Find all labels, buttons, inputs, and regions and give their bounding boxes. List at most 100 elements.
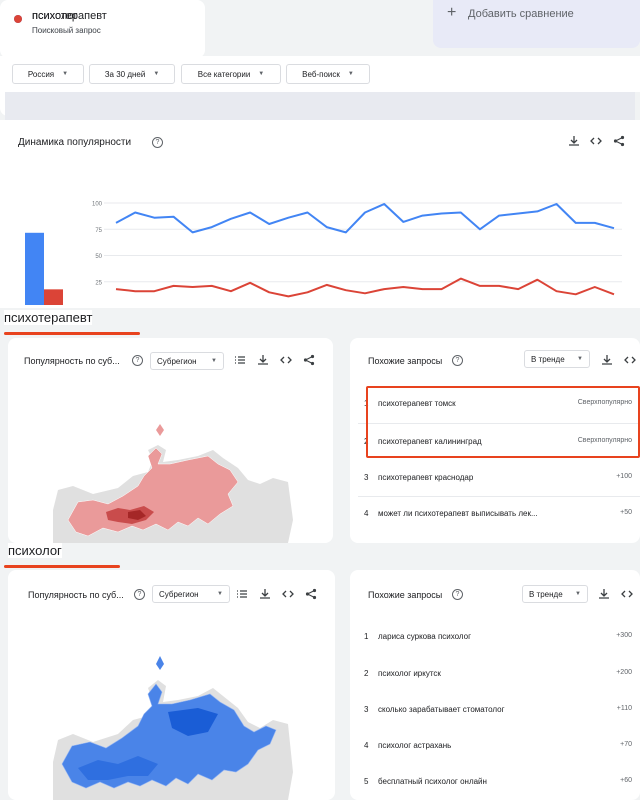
row-value: +60 [620, 777, 632, 784]
trend-select-label: В тренде [531, 354, 565, 364]
row-value: +110 [616, 705, 632, 712]
row-value: +70 [620, 741, 632, 748]
download-icon[interactable] [259, 588, 271, 603]
section-underline [4, 332, 140, 335]
help-icon[interactable]: ? [132, 355, 143, 366]
related-query-row[interactable]: 1 лариса суркова психолог +300 [350, 619, 640, 655]
term-name: психолог [32, 10, 78, 22]
interest-over-time-card: Динамика популярности ? 100 75 50 25 [0, 120, 640, 308]
y-tick-label: 100 [92, 202, 103, 208]
term-type: Поисковый запрос [32, 26, 101, 35]
chevron-down-icon: ▼ [577, 356, 583, 362]
category-filter[interactable]: Все категории ▼ [181, 64, 281, 84]
y-tick-label: 75 [95, 228, 102, 234]
row-query: может ли психотерапевт выписывать лек... [378, 509, 538, 518]
row-rank: 1 [364, 632, 369, 641]
row-query: лариса суркова психолог [378, 632, 472, 641]
region-filter-label: Россия [27, 69, 55, 79]
row-value: +300 [616, 632, 632, 639]
row-rank: 4 [364, 509, 369, 518]
download-icon[interactable] [601, 354, 613, 369]
series-line [115, 277, 615, 298]
row-rank: 2 [364, 669, 369, 678]
row-value: Сверхпопулярно [577, 399, 632, 406]
row-value: +200 [616, 669, 632, 676]
related-title: Похожие запросы [368, 356, 443, 366]
trend-select-label: В тренде [529, 589, 563, 599]
row-divider [358, 423, 640, 424]
chevron-down-icon: ▼ [211, 358, 217, 364]
row-query: психолог астрахань [378, 741, 452, 750]
share-icon[interactable] [303, 354, 315, 369]
share-icon[interactable] [305, 588, 317, 603]
add-comparison-button[interactable]: + Добавить сравнение [433, 0, 640, 48]
y-tick-label: 50 [95, 254, 102, 260]
subregion-select[interactable]: Субрегион ▼ [152, 585, 230, 603]
term-card-psychologist[interactable]: психолог Поисковый запрос [0, 0, 205, 58]
row-query: психотерапевт краснодар [378, 473, 474, 482]
subregion-map-card: Популярность по суб... ? Субрегион ▼ [8, 570, 335, 800]
related-queries-card-psychologist: Похожие запросы ? В тренде ▼ 1 лариса сур… [350, 570, 640, 800]
trend-chart[interactable]: 100 75 50 25 [0, 120, 640, 308]
help-icon[interactable]: ? [452, 355, 463, 366]
help-icon[interactable]: ? [452, 589, 463, 600]
add-comparison-label: Добавить сравнение [468, 8, 574, 20]
plus-icon: + [447, 4, 457, 21]
related-query-row[interactable]: 2 психолог иркутск +200 [350, 656, 640, 692]
row-value: Сверхпопулярно [577, 437, 632, 444]
chevron-down-icon: ▼ [347, 71, 354, 77]
region-filter[interactable]: Россия ▼ [12, 64, 84, 84]
subregion-select-label: Субрегион [159, 589, 199, 599]
period-filter-label: За 30 дней [104, 69, 146, 79]
period-filter[interactable]: За 30 дней ▼ [89, 64, 175, 84]
help-icon[interactable]: ? [152, 137, 163, 148]
list-icon[interactable] [234, 354, 246, 369]
chevron-down-icon: ▼ [217, 591, 223, 597]
embed-icon[interactable] [590, 135, 602, 150]
subregion-select[interactable]: Субрегион ▼ [150, 352, 224, 370]
term-type: Поисковый запрос [32, 26, 101, 35]
related-query-row[interactable]: 3 психотерапевт краснодар +100 [350, 460, 640, 496]
related-queries-card-psychotherapist: Похожие запросы ? В тренде ▼ 1 психотерап… [350, 338, 640, 543]
embed-icon[interactable] [282, 588, 294, 603]
list-icon[interactable] [236, 588, 248, 603]
related-query-row[interactable]: 4 может ли психотерапевт выписывать лек.… [350, 496, 640, 532]
subregion-map-card: Популярность по суб... ? Субрегион ▼ [8, 338, 333, 543]
russia-map-red[interactable] [48, 420, 293, 543]
related-title: Похожие запросы [368, 590, 443, 600]
search-type-filter-label: Веб-поиск [302, 69, 340, 79]
search-type-filter[interactable]: Веб-поиск ▼ [286, 64, 370, 84]
series-line [115, 203, 615, 234]
row-rank: 3 [364, 473, 369, 482]
download-icon[interactable] [568, 135, 580, 150]
series-color-dot [14, 15, 22, 23]
row-rank: 4 [364, 741, 369, 750]
embed-icon[interactable] [280, 354, 292, 369]
chevron-down-icon: ▼ [153, 71, 160, 77]
share-icon[interactable] [613, 135, 625, 150]
row-query: психотерапевт томск [378, 399, 456, 408]
row-value: +50 [620, 509, 632, 516]
row-query: психотерапевт калининград [378, 437, 482, 446]
row-rank: 3 [364, 705, 369, 714]
russia-map-blue[interactable] [48, 652, 293, 800]
map-title: Популярность по суб... [28, 590, 124, 600]
chevron-down-icon: ▼ [62, 71, 69, 77]
related-query-row[interactable]: 5 бесплатный психолог онлайн +60 [350, 764, 640, 800]
related-query-row[interactable]: 3 сколько зарабатывает стоматолог +110 [350, 692, 640, 728]
embed-icon[interactable] [624, 354, 636, 369]
category-filter-label: Все категории [197, 69, 251, 79]
section-underline [4, 565, 120, 568]
row-value: +100 [616, 473, 632, 480]
related-query-row[interactable]: 4 психолог астрахань +70 [350, 728, 640, 764]
trend-select[interactable]: В тренде ▼ [524, 350, 590, 368]
section-label-psychotherapist: психотерапевт [4, 310, 93, 325]
help-icon[interactable]: ? [134, 589, 145, 600]
download-icon[interactable] [598, 588, 610, 603]
embed-icon[interactable] [621, 588, 633, 603]
average-bar [44, 289, 63, 305]
download-icon[interactable] [257, 354, 269, 369]
chevron-down-icon: ▼ [575, 591, 581, 597]
row-rank: 5 [364, 777, 369, 786]
trend-select[interactable]: В тренде ▼ [522, 585, 588, 603]
